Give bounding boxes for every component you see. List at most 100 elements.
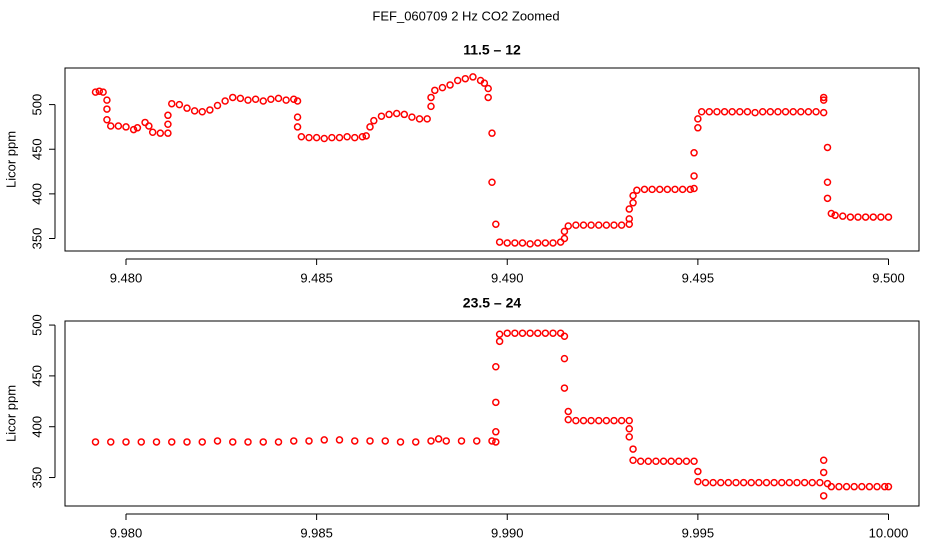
point [690,149,698,157]
point [492,362,500,371]
point [625,205,633,213]
point [438,83,447,92]
point [377,112,386,120]
point [839,212,847,220]
point [534,329,542,337]
point [602,416,611,425]
point [812,107,820,116]
point [492,428,500,436]
point [366,437,374,445]
point [385,110,393,119]
y-tick-label: 400 [29,183,44,205]
point [823,194,832,203]
point [415,115,424,123]
y-tick-label: 400 [29,416,44,438]
point [442,437,450,445]
point [694,477,702,486]
point [785,478,794,487]
point [282,96,290,104]
point [91,438,100,446]
point [503,329,511,337]
point [541,239,550,247]
x-tick-label: 9.500 [872,270,905,285]
point [328,133,336,142]
point [560,227,569,236]
point [95,87,104,95]
x-tick-label: 9.480 [110,270,143,285]
point [164,111,172,120]
point [183,104,191,112]
point [884,213,893,221]
point [625,433,633,441]
point [610,416,618,425]
point [644,457,653,466]
point [625,416,633,425]
point [343,132,351,141]
point [629,445,637,453]
point [739,478,748,487]
point [819,492,828,500]
point [854,213,862,221]
point [99,88,107,96]
point [129,125,138,134]
point [781,107,790,116]
point [549,239,557,247]
point [370,116,378,125]
y-axis-label: Licor ppm [3,385,18,442]
point [595,221,603,229]
point [175,100,184,109]
point [244,96,252,104]
point [819,96,828,104]
point [534,239,542,247]
point [549,329,557,337]
point [229,438,237,446]
point [747,478,755,487]
point [518,239,527,247]
point [629,456,637,465]
point [526,240,534,248]
point [804,107,813,116]
point [362,132,370,140]
point [652,457,660,466]
point [122,438,130,446]
point [484,93,492,102]
point [751,108,759,117]
point [602,221,611,229]
point [103,96,111,104]
point [290,95,298,103]
point [293,123,302,131]
point [392,109,401,118]
point [690,172,698,180]
point [492,398,500,407]
point [617,221,626,229]
point [835,482,843,491]
x-tick-label: 9.980 [110,525,143,540]
point [259,97,267,105]
point [728,107,736,116]
y-tick-label: 500 [29,314,44,336]
point [91,88,100,96]
point [831,211,839,220]
point [190,107,199,115]
y-tick-label: 350 [29,228,44,250]
point [461,74,470,83]
point [488,178,496,187]
point [168,99,176,108]
point [869,213,877,221]
point [137,438,145,446]
point [640,185,649,194]
point [732,478,740,487]
point [229,93,237,102]
point [427,93,435,102]
point [610,221,618,229]
point [156,129,165,137]
point [164,120,172,128]
point [587,221,595,229]
point [579,221,588,229]
point [709,478,717,487]
point [133,124,142,132]
point [446,81,454,89]
point [697,107,706,116]
